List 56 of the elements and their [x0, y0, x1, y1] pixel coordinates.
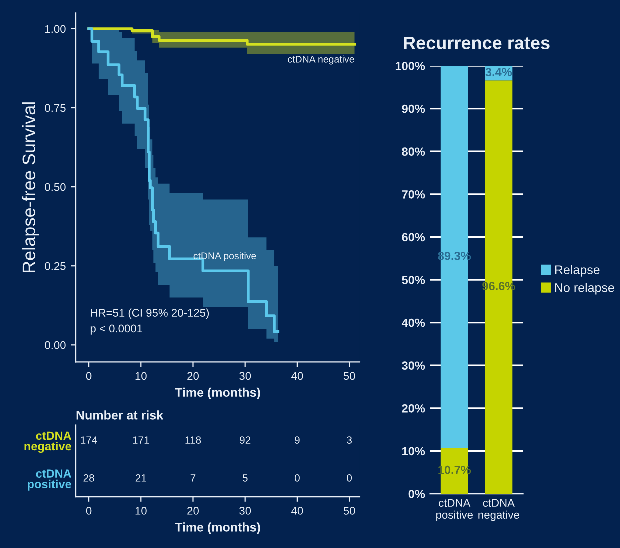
y-tick-label: 20% [402, 404, 426, 413]
data-label: 171 [133, 436, 150, 444]
y-tick-label: 80% [402, 148, 426, 156]
x-axis-title: Time (months) [175, 522, 260, 534]
data-label: 118 [186, 436, 202, 444]
y-tick-label: 0.25 [45, 262, 66, 270]
y-tick-label: 0.75 [45, 104, 66, 112]
x-tick-label: 50 [344, 507, 356, 515]
data-label: 0 [347, 474, 352, 482]
data-label: 21 [136, 474, 146, 482]
y-tick-label: 0.00 [45, 341, 66, 350]
y-tick-label: 60% [402, 233, 426, 242]
y-tick-label: 0% [408, 490, 426, 498]
y-tick-label: 10% [402, 447, 426, 456]
data-label: 5 [242, 474, 248, 482]
y-tick-label: 0.50 [45, 183, 66, 192]
y-tick-label: ctDNA negative [24, 432, 72, 454]
x-tick-label: 0 [86, 507, 92, 515]
legend-label: No relapse [555, 283, 614, 295]
series-label: ctDNA negative [288, 56, 354, 65]
x-tick-label: 10 [136, 372, 147, 380]
chart-title: Number at risk [76, 410, 164, 420]
annotation: p < 0.0001 [90, 324, 142, 335]
data-label: 28 [84, 474, 94, 482]
x-tick-label: 40 [292, 372, 304, 380]
y-tick-label: ctDNA positive [28, 470, 72, 491]
x-tick-label: 10 [136, 507, 147, 515]
y-tick-label: 50% [402, 276, 426, 284]
data-label: 92 [240, 436, 251, 444]
y-tick-label: 40% [402, 318, 426, 328]
annotation: HR=51 (CI 95% 20-125) [91, 308, 210, 320]
data-label: 9 [295, 436, 300, 444]
y-tick-label: 70% [402, 190, 426, 199]
data-label: 0 [294, 474, 300, 482]
y-tick-label: 100% [396, 62, 426, 70]
data-label: 3 [347, 436, 352, 444]
data-label: 7 [190, 474, 196, 482]
x-tick-label: 40 [292, 507, 304, 515]
y-tick-label: 90% [402, 104, 426, 114]
x-tick-label: 20 [188, 507, 199, 515]
x-tick-label: 0 [86, 372, 92, 380]
x-tick-label: ctDNA positive [436, 499, 473, 522]
x-tick-label: 20 [188, 372, 199, 380]
y-tick-label: 30% [402, 362, 426, 370]
x-tick-label: 50 [344, 372, 356, 380]
y-tick-label: 1.00 [46, 25, 66, 34]
legend-label: Relapse [555, 265, 600, 277]
x-tick-label: ctDNA negative [478, 499, 520, 522]
data-label: 3.4% [486, 68, 512, 76]
chart-title: Recurrence rates [404, 36, 550, 50]
series-label: ctDNA positive [194, 252, 256, 262]
y-axis-title: Relapse-free Survival [22, 102, 40, 273]
x-axis-title: Time (months) [175, 388, 260, 400]
x-tick-label: 30 [240, 372, 252, 380]
data-label: 174 [81, 436, 98, 444]
x-tick-label: 30 [240, 507, 252, 515]
